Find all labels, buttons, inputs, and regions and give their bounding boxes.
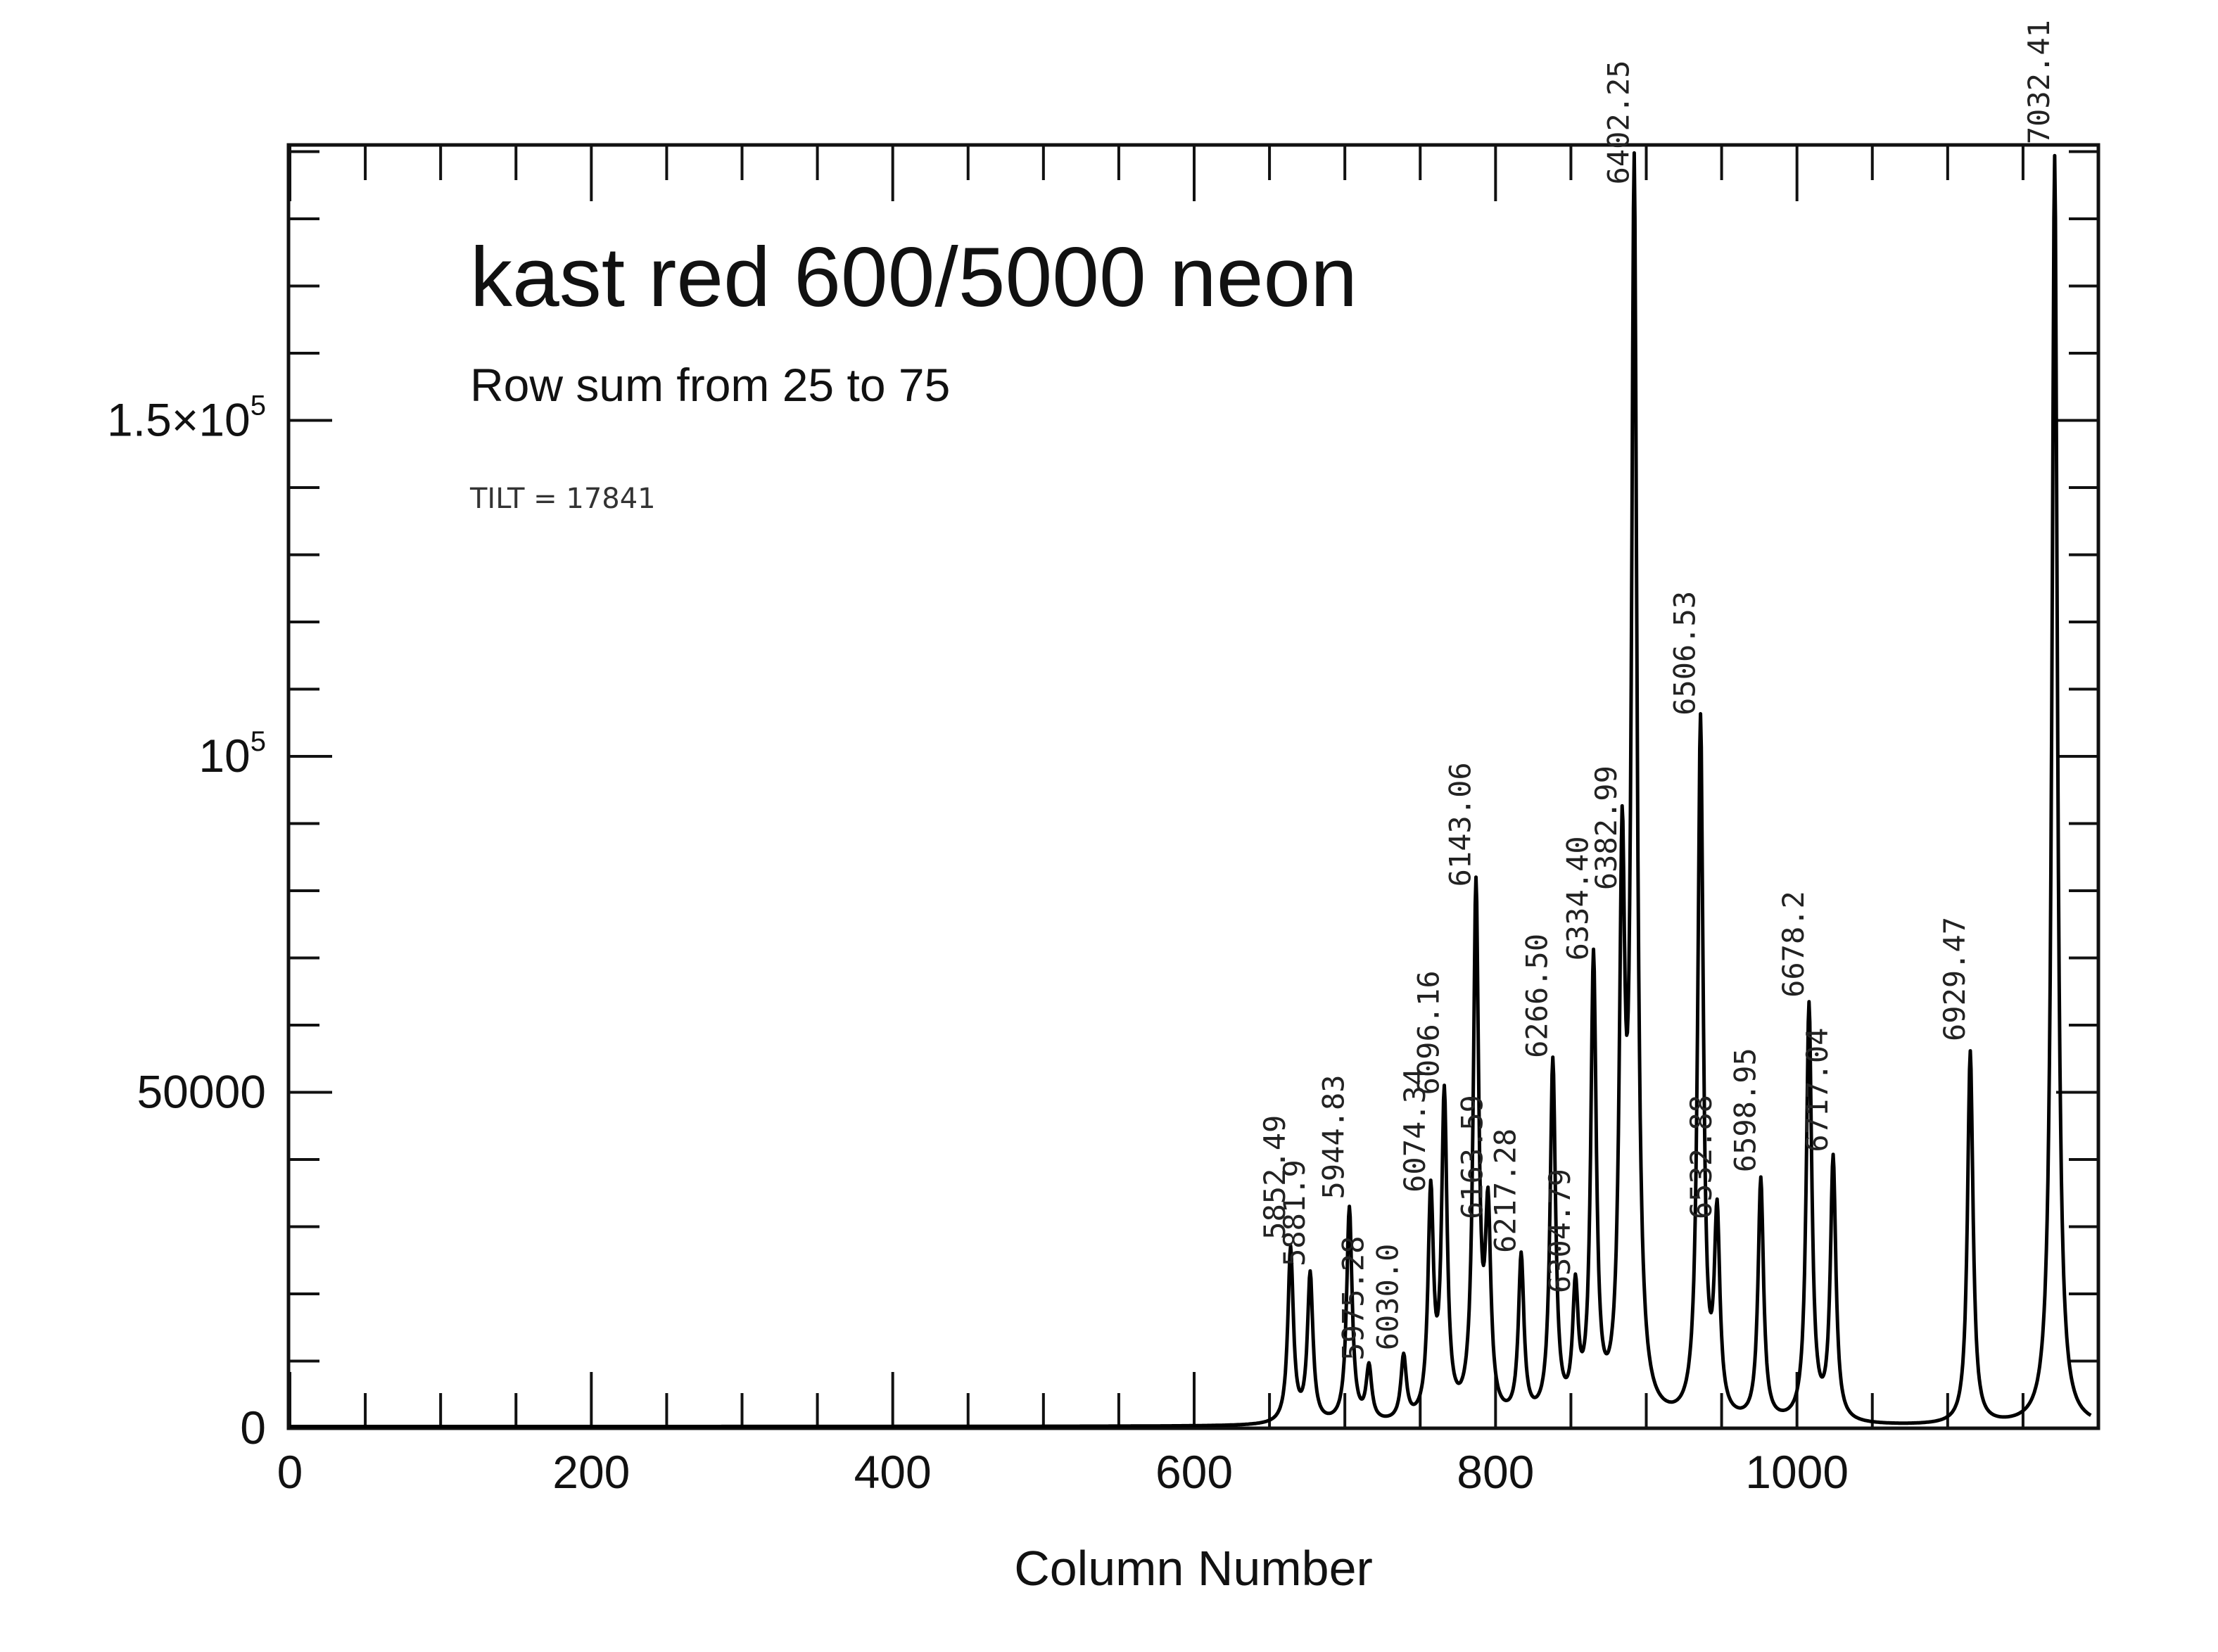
x-tick-label: 600 — [1155, 1446, 1233, 1498]
x-axis-ticks — [289, 145, 2024, 1428]
x-tick-label: 800 — [1457, 1446, 1534, 1498]
x-tick-label: 400 — [854, 1446, 932, 1498]
peak-label: 6143.06 — [1443, 762, 1477, 887]
y-tick-exponent: 5 — [251, 726, 266, 757]
peak-label: 6030.0 — [1371, 1244, 1405, 1351]
peak-label: 5881.9 — [1277, 1159, 1312, 1266]
peak-label: 5852.49 — [1257, 1115, 1292, 1240]
y-tick-label: 50000 — [137, 1066, 266, 1118]
peak-label: 6163.59 — [1455, 1095, 1490, 1219]
peak-label: 6334.40 — [1561, 836, 1595, 960]
x-tick-label: 200 — [552, 1446, 630, 1498]
peak-label: 6506.53 — [1668, 591, 1702, 716]
chart-subtitle: Row sum from 25 to 75 — [470, 359, 950, 411]
y-tick-label: 1.5×105 — [107, 390, 266, 446]
chart-title: kast red 600/5000 neon — [470, 230, 1357, 324]
peak-label: 6717.04 — [1800, 1028, 1834, 1152]
x-tick-label: 0 — [277, 1446, 303, 1498]
peak-label: 6266.50 — [1520, 934, 1554, 1058]
y-tick-exponent: 5 — [251, 390, 266, 421]
peak-label: 6678.2 — [1776, 891, 1811, 998]
y-axis-ticks — [290, 150, 2098, 1430]
spectrum-line — [289, 151, 2092, 1428]
peak-label: 6304.79 — [1542, 1169, 1577, 1293]
peak-label: 6217.28 — [1488, 1129, 1523, 1253]
y-tick-label: 105 — [198, 726, 266, 782]
peak-label: 5975.28 — [1336, 1236, 1370, 1361]
y-tick-label: 0 — [240, 1402, 266, 1454]
peak-label: 6382.99 — [1589, 765, 1623, 890]
peak-label: 6074.34 — [1398, 1068, 1432, 1193]
peak-label: 6532.88 — [1684, 1095, 1718, 1219]
plot-frame — [286, 143, 2100, 1430]
peak-label: 5944.83 — [1317, 1074, 1351, 1199]
y-axis-tick-labels: 0 50000 105 1.5×105 — [107, 390, 266, 1454]
x-axis-title: Column Number — [1014, 1541, 1373, 1596]
tilt-note: TILT = 17841 — [469, 483, 656, 515]
peak-label: 6402.25 — [1601, 60, 1635, 184]
peak-label: 6096.16 — [1412, 970, 1446, 1095]
peak-label: 6929.47 — [1937, 917, 1972, 1041]
peak-label: 6598.95 — [1728, 1048, 1762, 1172]
x-axis-tick-labels: 0 200 400 600 800 1000 — [277, 1446, 1849, 1498]
peak-label: 7032.41 — [2022, 20, 2056, 144]
x-tick-label: 1000 — [1745, 1446, 1849, 1498]
